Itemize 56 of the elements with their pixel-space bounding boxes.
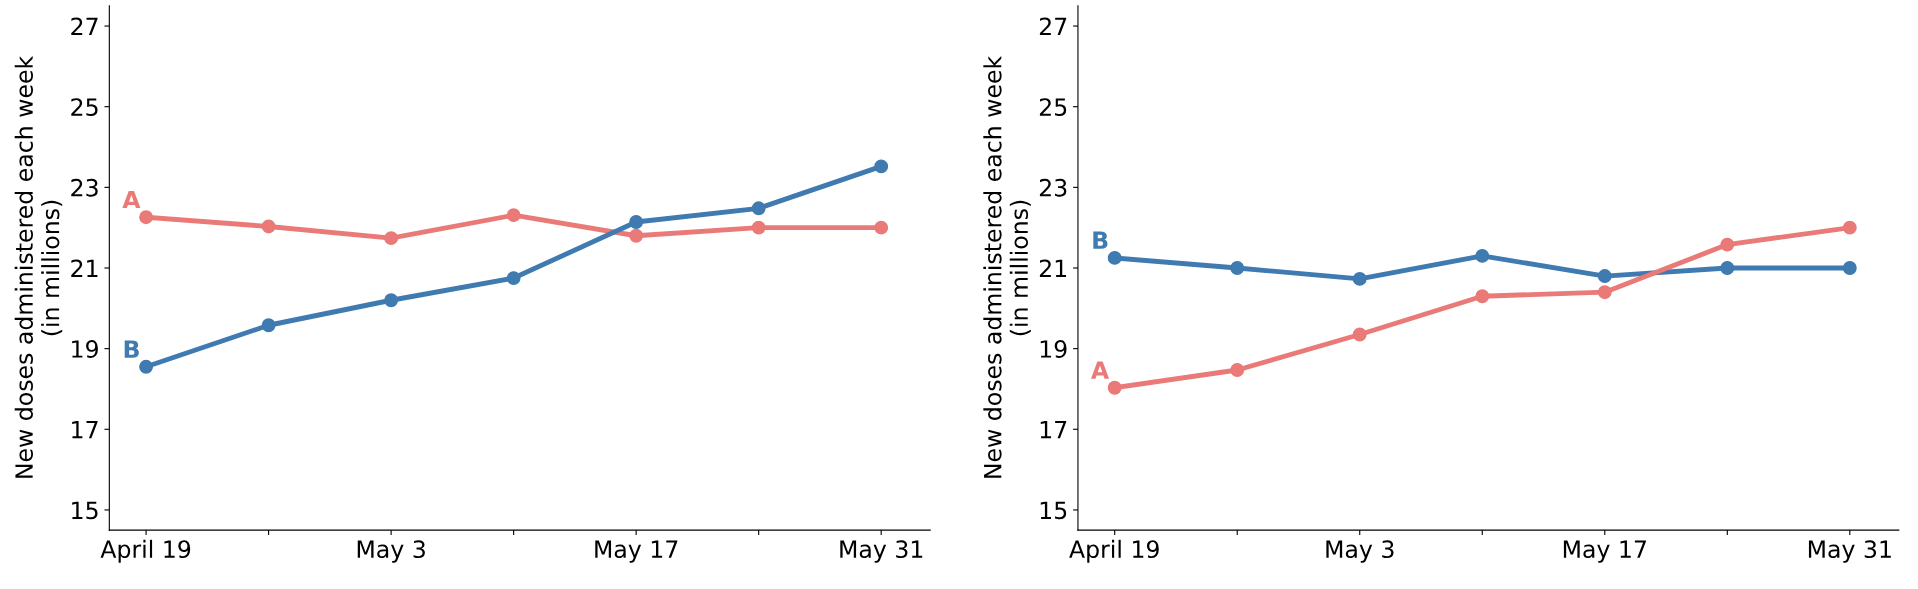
point xyxy=(261,318,276,333)
x-tick-label: May 31 xyxy=(840,540,923,563)
point xyxy=(1230,363,1245,377)
y-tick-label: 25 xyxy=(71,98,98,117)
point xyxy=(629,228,644,243)
point xyxy=(139,359,154,374)
x-tick-label: April 19 xyxy=(1069,539,1159,563)
y-tick-label: 21 xyxy=(71,259,98,277)
point xyxy=(629,215,644,229)
point xyxy=(1597,269,1612,284)
x-tick-label: May 31 xyxy=(1808,540,1891,563)
point xyxy=(384,293,399,308)
y-tick-label: 17 xyxy=(1040,421,1067,439)
y-tick-label: 23 xyxy=(1039,178,1067,197)
series-label: A xyxy=(1090,361,1110,379)
point xyxy=(1842,261,1857,275)
point xyxy=(751,201,766,216)
y-tick-label: 15 xyxy=(1040,501,1067,520)
y-tick-label: 19 xyxy=(1040,340,1067,358)
x-tick-label: May 17 xyxy=(1563,540,1646,563)
y-tick-label: 15 xyxy=(72,501,98,520)
y-tick-label: 27 xyxy=(1039,17,1067,36)
point xyxy=(1597,285,1612,300)
point xyxy=(1352,327,1367,342)
x-tick-label: May 3 xyxy=(357,540,425,563)
y-tick-label: 21 xyxy=(1039,259,1067,277)
point xyxy=(1352,271,1367,286)
point xyxy=(1107,250,1122,265)
point xyxy=(1107,380,1122,395)
y-tick-label: 27 xyxy=(71,17,98,36)
point xyxy=(874,220,889,235)
x-tick-label: April 19 xyxy=(100,539,191,563)
point xyxy=(874,159,889,174)
point xyxy=(139,210,154,225)
point xyxy=(1720,237,1735,252)
point xyxy=(1720,261,1735,275)
y-tick-label: 19 xyxy=(72,340,98,358)
series-label: A xyxy=(122,190,141,209)
point xyxy=(506,271,521,286)
point xyxy=(1475,289,1490,304)
y-tick-label: 25 xyxy=(1039,98,1067,117)
point xyxy=(384,231,399,246)
x-tick-label: May 3 xyxy=(1326,540,1394,563)
y-axis-title: New doses administered each week (in millions) xyxy=(983,55,1031,478)
series-label: B xyxy=(1093,231,1108,249)
point xyxy=(1230,261,1245,275)
y-tick-label: 23 xyxy=(71,178,98,197)
point xyxy=(1842,220,1857,235)
point xyxy=(1475,248,1490,263)
point xyxy=(506,208,521,223)
point xyxy=(261,219,276,234)
point xyxy=(751,220,766,235)
series-label: B xyxy=(124,340,139,358)
x-tick-label: May 17 xyxy=(595,540,678,563)
y-tick-label: 17 xyxy=(72,421,98,439)
y-axis-title: New doses administered each week (in millions) xyxy=(14,55,63,478)
